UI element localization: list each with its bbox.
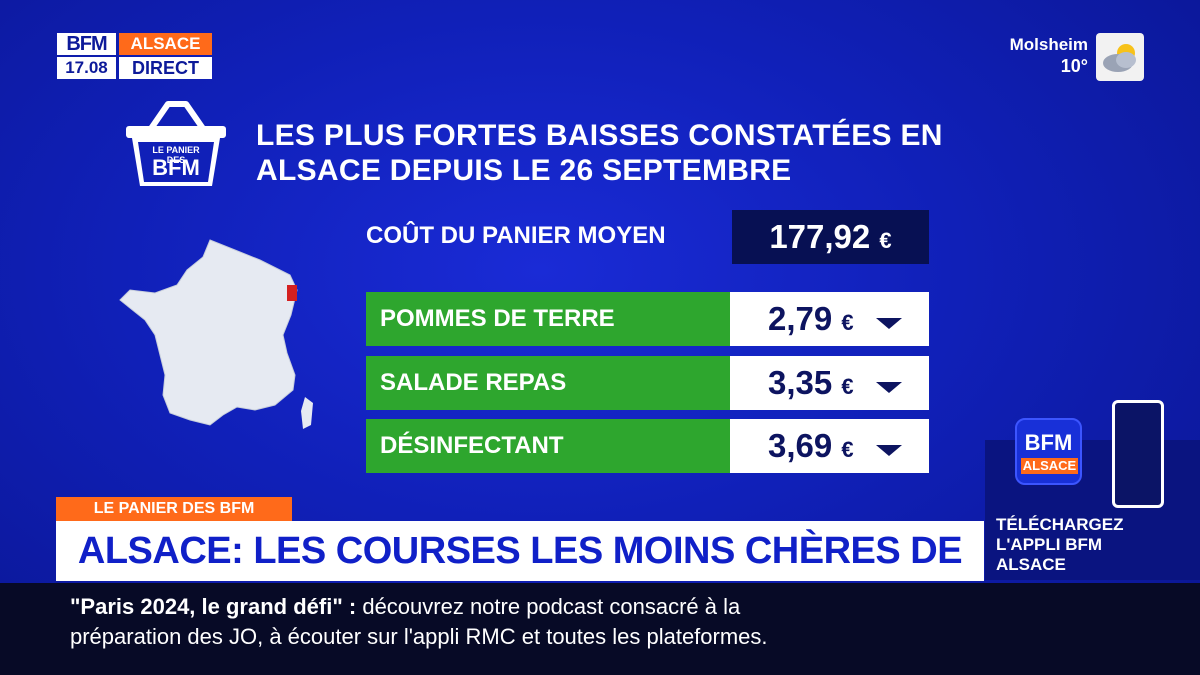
down-arrow-icon (876, 445, 902, 456)
item-label: SALADE REPAS (366, 356, 730, 410)
item-price: 3,69 € (730, 419, 929, 473)
app-icon-brand: BFM (1024, 430, 1073, 455)
item-price: 2,79 € (730, 292, 929, 346)
lower-third-title: ALSACE: LES COURSES LES MOINS CHÈRES DE … (56, 521, 984, 632)
average-value: 177,92 (769, 218, 871, 255)
phone-icon (1112, 400, 1164, 508)
ticker-line1: découvrez notre podcast consacré à la (362, 594, 741, 619)
average-value-box: 177,92 € (732, 210, 929, 264)
basket-logo-line1: LE PANIER DES (152, 145, 200, 165)
ticker-text: "Paris 2024, le grand défi" : découvrez … (70, 592, 1180, 652)
item-currency: € (841, 437, 854, 462)
live-badge: DIRECT (119, 57, 212, 79)
item-value: 3,35 (768, 364, 833, 401)
basket-logo-line2: BFM (152, 155, 200, 180)
app-icon[interactable]: BFM ALSACE (1015, 418, 1082, 485)
headline: LES PLUS FORTES BAISSES CONSTATÉES EN AL… (256, 119, 943, 187)
cloud-sun-icon (1096, 33, 1144, 81)
channel-logo: BFM (57, 33, 116, 55)
down-arrow-icon (876, 318, 902, 329)
segment-tag: LE PANIER DES BFM (56, 497, 292, 521)
promo-text: TÉLÉCHARGEZ L'APPLI BFM ALSACE (996, 515, 1124, 575)
ticker-separator: : (342, 594, 363, 619)
weather-temp: 10° (1060, 56, 1088, 76)
news-ticker (0, 583, 1200, 675)
france-map (115, 235, 325, 445)
item-value: 3,69 (768, 427, 833, 464)
item-value: 2,79 (768, 300, 833, 337)
clock: 17.08 (57, 57, 116, 79)
down-arrow-icon (876, 382, 902, 393)
basket-logo: LE PANIER DES BFM (120, 100, 232, 190)
ticker-quote: "Paris 2024, le grand défi" (70, 594, 343, 619)
ticker-line2: préparation des JO, à écouter sur l'appl… (70, 624, 768, 649)
weather-city: Molsheim (1009, 35, 1088, 54)
promo-line3: ALSACE (996, 555, 1066, 574)
app-icon-region: ALSACE (1021, 458, 1078, 474)
item-label: POMMES DE TERRE (366, 292, 730, 346)
item-label: DÉSINFECTANT (366, 419, 730, 473)
promo-line2: L'APPLI BFM (996, 535, 1103, 554)
average-label: COÛT DU PANIER MOYEN (366, 222, 666, 249)
promo-line1: TÉLÉCHARGEZ (996, 515, 1124, 534)
item-price: 3,35 € (730, 356, 929, 410)
item-currency: € (841, 310, 854, 335)
item-currency: € (841, 374, 854, 399)
average-currency: € (879, 228, 892, 253)
channel-region: ALSACE (119, 33, 212, 55)
